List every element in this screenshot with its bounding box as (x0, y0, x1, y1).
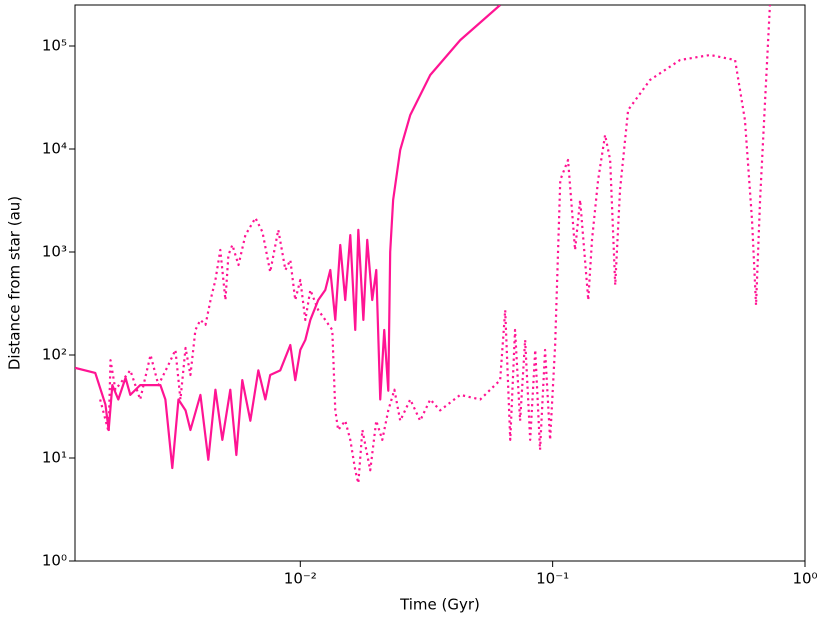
series-line (99, 5, 772, 485)
y-axis-label: Distance from star (au) (6, 196, 24, 370)
plot-frame (74, 4, 806, 562)
series-line (75, 5, 501, 470)
x-axis-label: Time (Gyr) (399, 596, 480, 614)
y-tick-label: 10¹ (42, 448, 67, 466)
y-tick-label: 10² (42, 345, 67, 363)
y-tick-label: 10⁵ (42, 36, 67, 54)
y-tick-label: 10⁰ (42, 552, 67, 570)
x-tick-label: 10⁻¹ (536, 570, 569, 588)
x-tick-label: 10⁻² (284, 570, 317, 588)
y-tick-label: 10⁴ (42, 139, 67, 157)
x-tick-label: 10⁰ (792, 570, 817, 588)
y-tick-label: 10³ (42, 242, 67, 260)
plot-area (75, 5, 772, 485)
